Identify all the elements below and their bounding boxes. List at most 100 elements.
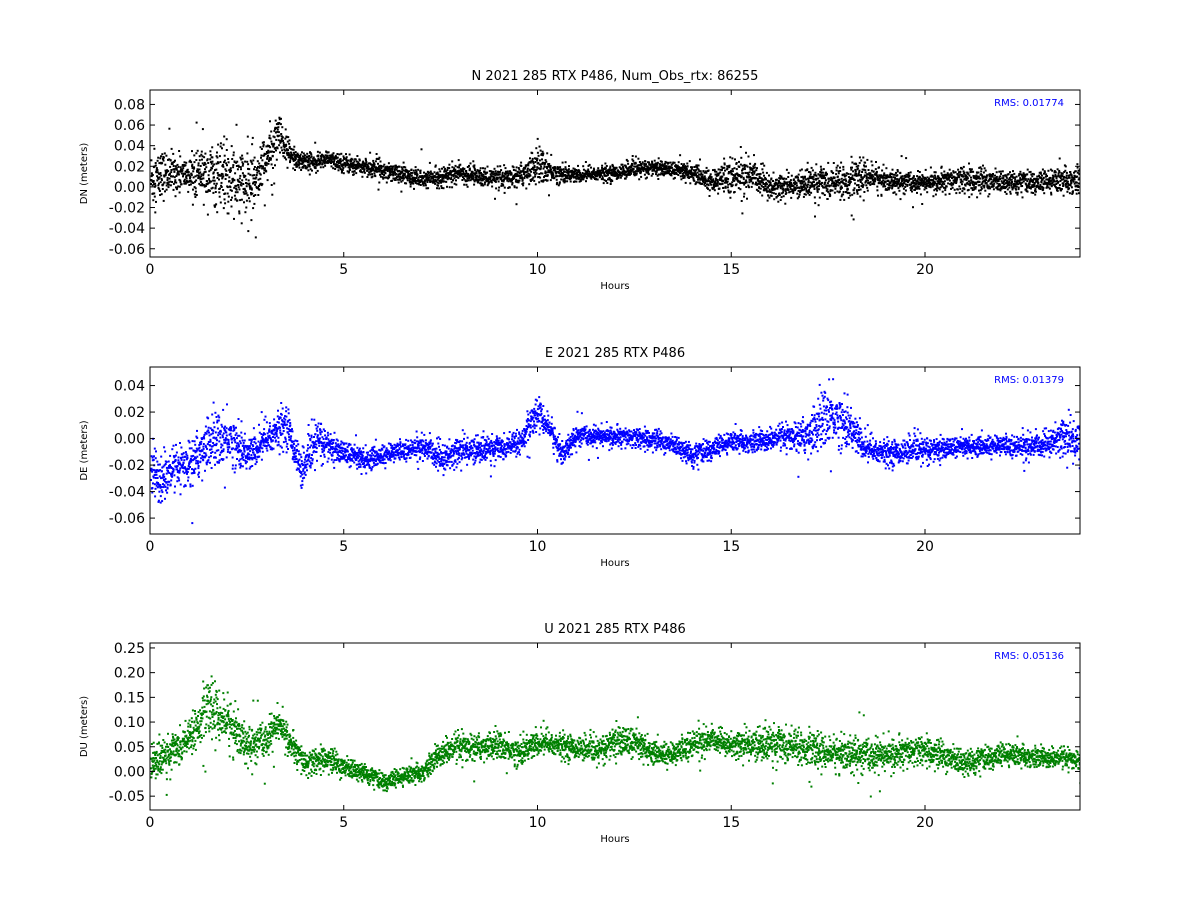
data-point — [207, 189, 210, 192]
data-point — [764, 183, 767, 186]
data-point — [161, 188, 164, 190]
data-point — [891, 168, 894, 171]
data-point — [1014, 176, 1016, 179]
data-point — [273, 136, 276, 139]
data-point — [348, 153, 351, 156]
data-point — [837, 184, 840, 187]
data-point — [956, 188, 959, 191]
data-point — [656, 166, 659, 169]
data-point — [480, 173, 483, 176]
data-point — [375, 169, 378, 172]
data-point — [438, 168, 441, 171]
data-point — [531, 157, 534, 160]
data-point — [460, 169, 463, 171]
data-point — [390, 170, 393, 173]
data-point — [978, 184, 981, 187]
data-point — [204, 185, 207, 187]
data-point — [943, 170, 946, 173]
data-point — [335, 156, 337, 159]
data-point — [274, 146, 277, 149]
data-point — [627, 173, 630, 176]
data-point — [918, 183, 921, 185]
data-point — [561, 168, 564, 171]
data-point — [949, 175, 952, 178]
data-point — [886, 174, 889, 177]
data-point — [202, 174, 205, 177]
data-point — [1012, 170, 1014, 173]
data-point — [219, 161, 222, 163]
data-point — [683, 167, 686, 170]
data-point — [251, 143, 254, 146]
data-point — [255, 181, 257, 184]
data-point — [765, 188, 768, 190]
data-point — [287, 149, 289, 152]
data-point — [287, 154, 290, 157]
data-point — [206, 213, 209, 216]
data-point — [685, 168, 688, 171]
data-point — [797, 189, 800, 192]
data-point — [631, 155, 634, 157]
data-point — [847, 191, 850, 194]
data-point — [815, 186, 818, 189]
data-point — [976, 171, 979, 174]
data-point — [529, 157, 531, 160]
data-point — [253, 174, 256, 177]
data-point — [847, 172, 850, 175]
data-point — [358, 164, 361, 166]
data-point — [855, 174, 858, 177]
data-point — [900, 177, 903, 180]
data-point — [408, 181, 411, 184]
data-point — [565, 169, 568, 172]
data-point — [208, 178, 211, 181]
data-point — [828, 177, 830, 180]
data-point — [559, 174, 562, 177]
data-point — [492, 179, 495, 182]
data-point — [827, 161, 830, 164]
data-point — [539, 149, 542, 152]
data-point — [814, 171, 817, 174]
data-point — [446, 169, 449, 171]
data-point — [286, 166, 289, 169]
data-point — [602, 182, 605, 185]
data-point — [514, 169, 517, 172]
data-point — [418, 183, 421, 186]
data-point — [996, 182, 999, 185]
data-point — [493, 178, 496, 180]
data-point — [1015, 188, 1018, 191]
data-point — [887, 188, 890, 191]
data-point — [513, 177, 516, 180]
data-point — [1013, 172, 1016, 175]
data-point — [802, 186, 804, 188]
data-point — [769, 181, 772, 184]
data-point — [838, 190, 841, 193]
data-point — [288, 142, 291, 145]
data-point — [277, 139, 280, 142]
data-point — [630, 170, 633, 173]
data-point — [162, 159, 165, 162]
data-point — [547, 169, 550, 172]
data-point — [263, 167, 266, 170]
data-point — [512, 166, 515, 169]
data-point — [739, 175, 742, 177]
data-point — [191, 167, 194, 169]
scatter-points-north — [150, 116, 1080, 239]
data-point — [647, 170, 650, 173]
data-point — [839, 198, 842, 201]
data-point — [924, 168, 927, 171]
data-point — [277, 131, 280, 134]
data-point — [948, 179, 951, 182]
data-point — [527, 162, 530, 165]
data-point — [973, 175, 976, 178]
data-point — [518, 168, 521, 171]
data-point — [366, 176, 369, 178]
data-point — [1016, 191, 1019, 194]
data-point — [825, 171, 828, 174]
data-point — [429, 170, 432, 173]
data-point — [696, 164, 699, 167]
data-point — [466, 175, 469, 178]
data-point — [690, 169, 693, 172]
data-point — [901, 182, 904, 185]
data-point — [167, 170, 170, 173]
data-point — [681, 175, 684, 177]
data-point — [410, 168, 413, 171]
